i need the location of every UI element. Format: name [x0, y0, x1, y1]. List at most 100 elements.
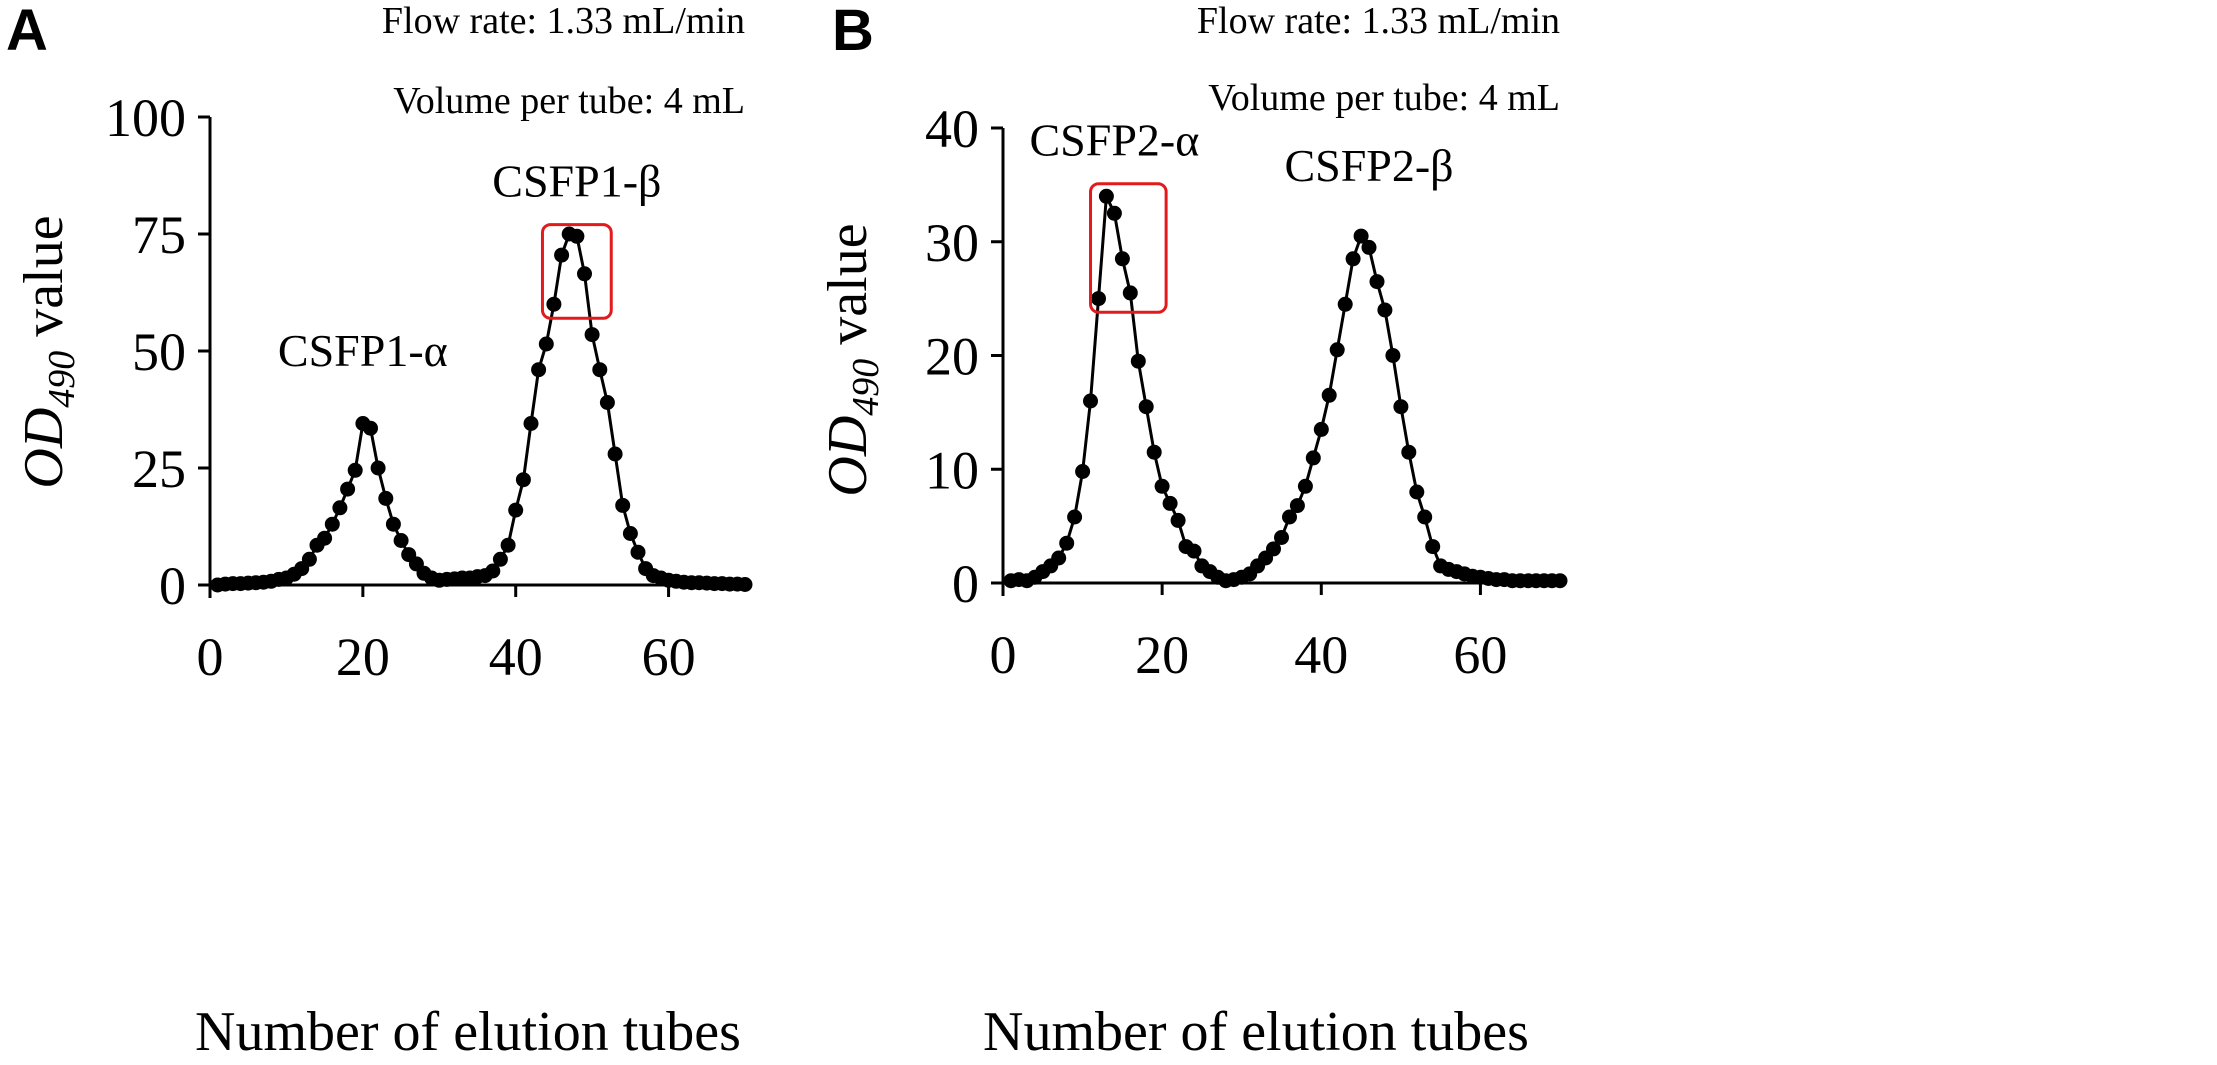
y-axis-label-subscript: 490 [41, 351, 83, 408]
data-point [1059, 535, 1075, 551]
y-tick-label: 0 [952, 554, 979, 614]
data-point [538, 336, 554, 352]
volume-annotation: Volume per tube: 4 mL [1208, 77, 1560, 119]
data-point [1297, 478, 1313, 494]
data-point [1282, 509, 1297, 525]
data-point [1409, 484, 1425, 500]
y-axis-label-od: OD [13, 408, 75, 489]
data-point [500, 537, 516, 553]
data-point [1138, 399, 1154, 415]
panel-letter: A [6, 0, 48, 63]
data-points [210, 226, 753, 593]
data-point [523, 416, 539, 431]
data-point [554, 247, 570, 263]
data-point [1130, 353, 1146, 369]
data-point [1051, 550, 1067, 566]
axes [1001, 128, 1560, 596]
panel-a: A Flow rate: 1.33 mL/min Volume per tube… [6, 0, 753, 1063]
data-point [584, 327, 600, 343]
y-axis-label-value: value [13, 215, 75, 350]
highlight-rect [540, 223, 613, 320]
peak-label: CSFP1-α [278, 325, 448, 376]
axes [208, 117, 745, 598]
data-point [1266, 541, 1281, 557]
data-point [324, 516, 340, 532]
data-point [1274, 530, 1289, 545]
data-point [1075, 464, 1091, 479]
y-axis-label-subscript: 490 [845, 359, 887, 416]
data-point [630, 544, 646, 560]
y-tick-label: 20 [925, 327, 979, 387]
data-point [1162, 495, 1178, 511]
data-point [1122, 285, 1138, 301]
data-points [1003, 188, 1568, 589]
data-point [1170, 512, 1186, 528]
panel-b: B Flow rate: 1.33 mL/min Volume per tube… [817, 0, 1568, 1063]
y-tick-label: 50 [132, 322, 186, 382]
data-point [340, 481, 356, 497]
peak-label: CSFP2-β [1284, 140, 1453, 191]
x-tick-label: 20 [336, 627, 390, 687]
flow-rate-annotation: Flow rate: 1.33 mL/min [1197, 0, 1560, 42]
y-axis-label: OD490 value [817, 223, 887, 496]
data-point [737, 577, 753, 592]
data-point [332, 500, 348, 516]
data-point [1114, 251, 1130, 267]
y-tick-label: 25 [132, 439, 186, 499]
data-point [508, 502, 524, 518]
data-point [607, 446, 623, 462]
data-point [1345, 251, 1361, 267]
data-point [378, 490, 394, 506]
data-point [1321, 387, 1337, 403]
peak-label: CSFP2-α [1029, 115, 1199, 166]
data-point [1385, 348, 1401, 363]
data-point [1067, 509, 1083, 525]
x-axis-label: Number of elution tubes [195, 1001, 741, 1063]
x-tick-label: 0 [197, 627, 224, 687]
y-axis-label: OD490 value [13, 215, 83, 488]
tick-marks: 0 10 20 30 40 0 20 40 60 [925, 99, 1507, 685]
data-point [385, 516, 401, 532]
y-tick-label: 0 [159, 556, 186, 616]
x-tick-label: 40 [1294, 625, 1348, 685]
data-point [1154, 478, 1170, 494]
data-point [317, 530, 333, 546]
y-axis-label-od: OD [817, 416, 879, 497]
data-point [1083, 393, 1098, 409]
data-point [1186, 543, 1202, 559]
x-tick-label: 0 [990, 625, 1017, 685]
highlight-box [540, 223, 613, 320]
data-point [1106, 205, 1122, 221]
data-point [546, 296, 562, 312]
data-point [1146, 444, 1162, 460]
data-point [599, 395, 615, 410]
data-point [1369, 274, 1385, 290]
tick-marks: 0 25 50 75 100 0 20 40 60 [105, 88, 696, 687]
data-point [1401, 444, 1417, 460]
data-point [622, 526, 638, 541]
y-tick-label: 100 [105, 88, 186, 148]
data-point [1337, 296, 1353, 312]
data-point [485, 563, 501, 579]
data-point [1393, 399, 1409, 415]
data-point [1313, 421, 1329, 437]
x-axis-label: Number of elution tubes [983, 1001, 1529, 1063]
y-axis-label-value: value [817, 223, 879, 358]
data-point [1289, 498, 1305, 514]
data-point [1361, 239, 1377, 255]
data-point [301, 551, 317, 567]
y-tick-label: 30 [925, 213, 979, 273]
data-point [1425, 539, 1441, 555]
x-tick-label: 60 [642, 627, 696, 687]
y-tick-label: 75 [132, 205, 186, 265]
data-point [1098, 188, 1114, 204]
flow-rate-annotation: Flow rate: 1.33 mL/min [382, 0, 745, 42]
y-tick-label: 40 [925, 99, 979, 159]
peak-labels: CSFP1-α CSFP1-β [278, 156, 662, 377]
data-point [531, 362, 547, 378]
data-point [515, 472, 531, 488]
data-point [615, 497, 631, 513]
peak-label: CSFP1-β [492, 156, 661, 207]
